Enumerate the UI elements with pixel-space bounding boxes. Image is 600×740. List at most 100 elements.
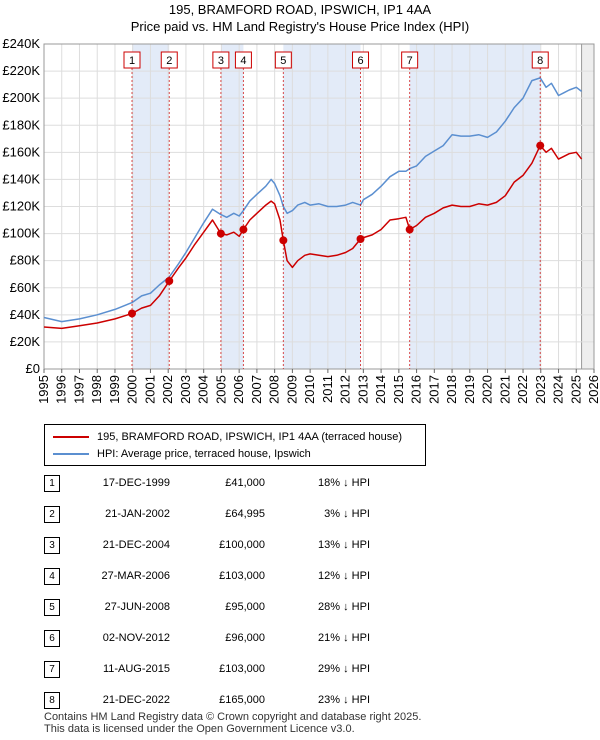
legend-swatch-property (53, 436, 89, 438)
sale-row: 5 27-JUN-2008 £95,000 28% ↓ HPI (0, 597, 600, 617)
sale-date: 11-AUG-2015 (102, 663, 170, 675)
sale-date: 17-DEC-1999 (102, 477, 170, 489)
x-tick-label: 2008 (267, 375, 282, 404)
sale-hpi-diff: 12% ↓ HPI (318, 570, 370, 582)
x-tick-label: 2025 (568, 375, 583, 404)
y-tick-label: £180K (2, 117, 40, 132)
y-tick-label: £200K (2, 90, 40, 105)
sale-point (165, 276, 174, 285)
sale-label-number: 3 (218, 55, 224, 67)
sale-date: 27-MAR-2006 (101, 570, 170, 582)
legend-item-hpi: HPI: Average price, terraced house, Ipsw… (53, 446, 311, 462)
x-tick-label: 2024 (551, 375, 566, 404)
sale-row: 4 27-MAR-2006 £103,000 12% ↓ HPI (0, 566, 600, 586)
sale-label-box (234, 51, 252, 69)
sale-row: 8 21-DEC-2022 £165,000 23% ↓ HPI (0, 690, 600, 710)
sale-label-number: 7 (407, 55, 413, 67)
sale-price: £103,000 (219, 570, 265, 582)
sale-point (536, 141, 545, 150)
sale-price: £165,000 (219, 694, 265, 706)
sale-label-box (212, 51, 230, 69)
sale-point (216, 229, 225, 238)
x-tick-label: 2015 (391, 375, 406, 404)
sale-hpi-diff: 21% ↓ HPI (318, 632, 370, 644)
x-tick-label: 2026 (586, 375, 600, 404)
sale-label-number: 6 (357, 55, 363, 67)
x-tick-label: 2005 (213, 375, 228, 404)
x-tick-label: 2000 (125, 375, 140, 404)
sale-point (128, 309, 136, 318)
x-tick-label: 2007 (249, 375, 264, 404)
x-tick-label: 2002 (160, 375, 175, 404)
sale-point (405, 225, 414, 234)
sale-hpi-diff: 3% ↓ HPI (324, 508, 370, 520)
x-tick-label: 2009 (284, 375, 299, 404)
series-line (43, 77, 583, 323)
y-tick-label: £0 (26, 361, 40, 376)
price-chart: 195, BRAMFORD ROAD, IPSWICH, IP1 4AA Pri… (2, 2, 600, 404)
sale-number-badge: 4 (44, 568, 60, 585)
y-tick-label: £60K (10, 280, 41, 295)
x-tick-label: 2018 (444, 375, 459, 404)
y-tick-label: £120K (2, 199, 40, 214)
sale-label-number: 2 (166, 55, 172, 67)
sale-row: 2 21-JAN-2002 £64,995 3% ↓ HPI (0, 504, 600, 524)
series-line (43, 144, 583, 330)
x-tick-label: 2020 (480, 375, 495, 404)
x-tick-label: 1996 (54, 375, 69, 404)
sale-label-number: 5 (280, 55, 286, 67)
y-tick-label: £240K (2, 36, 40, 51)
plot-frame (43, 43, 595, 370)
x-tick-label: 2013 (355, 375, 370, 404)
x-tick-label: 2017 (426, 375, 441, 404)
sale-hpi-diff: 13% ↓ HPI (318, 539, 370, 551)
legend-swatch-hpi (53, 453, 89, 455)
x-tick-label: 1997 (71, 375, 86, 404)
x-tick-label: 1999 (107, 375, 122, 404)
footer-line: Contains HM Land Registry data © Crown c… (44, 711, 422, 723)
sale-number-badge: 5 (44, 599, 60, 616)
footer-line: This data is licensed under the Open Gov… (44, 723, 355, 735)
chart-subtitle: Price paid vs. HM Land Registry's House … (131, 19, 469, 34)
x-tick-label: 2011 (320, 375, 335, 403)
y-tick-label: £160K (2, 144, 40, 159)
sale-label-box (123, 51, 141, 69)
sale-price: £96,000 (225, 632, 265, 644)
sale-point (356, 235, 365, 243)
legend: 195, BRAMFORD ROAD, IPSWICH, IP1 4AA (te… (44, 424, 426, 466)
sale-number-badge: 7 (44, 661, 60, 678)
x-tick-label: 2019 (462, 375, 477, 404)
sale-number-badge: 8 (44, 692, 60, 709)
footer-attribution: Contains HM Land Registry data © Crown c… (44, 711, 421, 735)
sale-date: 21-JAN-2002 (105, 508, 170, 520)
x-tick-label: 2006 (231, 375, 246, 404)
sale-price: £41,000 (225, 477, 265, 489)
legend-label-hpi: HPI: Average price, terraced house, Ipsw… (97, 448, 311, 460)
y-tick-label: £100K (2, 226, 40, 241)
x-tick-label: 2012 (338, 375, 353, 404)
sale-point (239, 225, 248, 234)
y-tick-label: £80K (10, 253, 41, 268)
y-tick-label: £140K (2, 171, 40, 186)
sale-label-box (352, 51, 370, 69)
sale-label-number: 1 (129, 55, 135, 67)
sale-label-box (401, 51, 419, 69)
x-tick-label: 1995 (36, 375, 51, 404)
sale-date: 21-DEC-2022 (102, 694, 170, 706)
sale-price: £103,000 (219, 663, 265, 675)
sale-date: 21-DEC-2004 (102, 539, 170, 551)
sale-number-badge: 3 (44, 537, 60, 554)
sale-price: £100,000 (219, 539, 265, 551)
x-tick-label: 2022 (515, 375, 530, 404)
x-tick-label: 2021 (497, 375, 512, 404)
sale-point (279, 236, 288, 245)
sale-price: £95,000 (225, 601, 265, 613)
sale-label-box (274, 51, 292, 69)
sale-label-box (531, 51, 549, 69)
x-tick-label: 2010 (302, 375, 317, 404)
x-tick-label: 2023 (533, 375, 548, 404)
sale-date: 02-NOV-2012 (102, 632, 170, 644)
x-tick-label: 2001 (142, 375, 157, 404)
sale-number-badge: 1 (44, 475, 60, 492)
sale-hpi-diff: 29% ↓ HPI (318, 663, 370, 675)
